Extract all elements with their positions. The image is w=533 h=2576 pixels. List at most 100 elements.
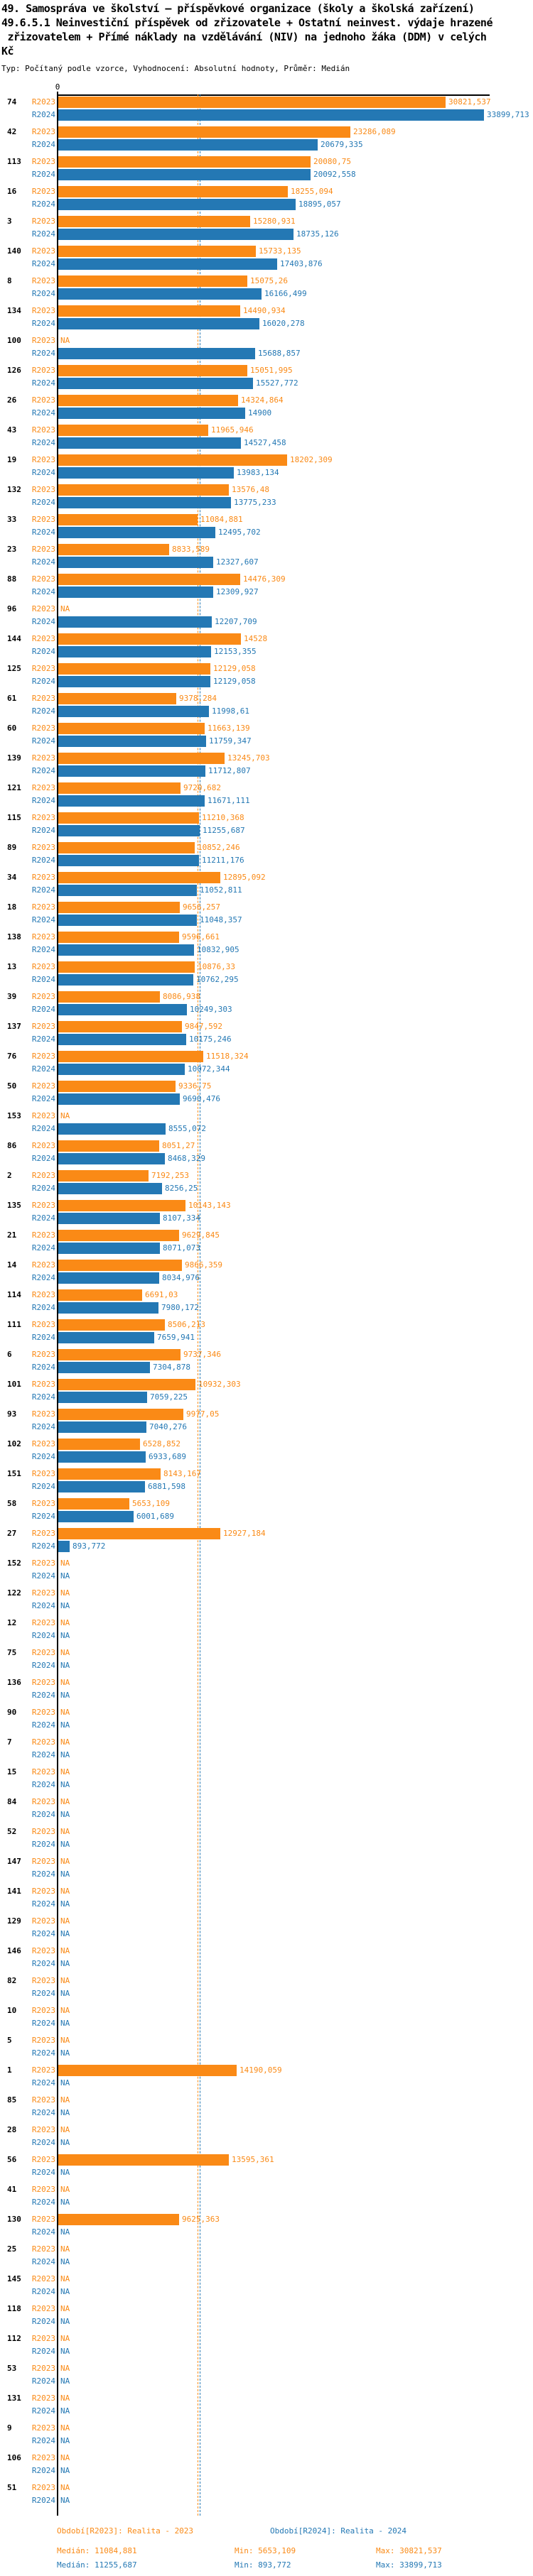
bar-r2024 bbox=[58, 1481, 145, 1492]
value-na-label-r2023: NA bbox=[60, 1737, 70, 1747]
series-label-r2024: R2024 bbox=[31, 2436, 55, 2445]
series-label-r2024: R2024 bbox=[31, 1005, 55, 1014]
bar-value-label-r2024: 18895,057 bbox=[298, 200, 341, 209]
value-na-label-r2023: NA bbox=[60, 1916, 70, 1926]
category-id-label: 141 bbox=[7, 1887, 21, 1896]
series-label-r2024: R2024 bbox=[31, 2347, 55, 2356]
series-label-r2024: R2024 bbox=[31, 2376, 55, 2386]
series-label-r2024: R2024 bbox=[31, 677, 55, 686]
bar-r2023 bbox=[58, 991, 160, 1003]
bar-value-label-r2024: 8034,976 bbox=[162, 1273, 200, 1282]
bar-value-label-r2023: 23286,089 bbox=[353, 127, 396, 136]
bar-value-label-r2024: 7040,276 bbox=[149, 1422, 187, 1431]
bar-r2023 bbox=[58, 961, 195, 973]
category-id-label: 33 bbox=[7, 515, 17, 524]
bar-group-151: 151 R2023 8143,167 R2024 6881,598 bbox=[0, 1466, 533, 1496]
bar-r2023 bbox=[58, 1498, 129, 1510]
bar-r2024 bbox=[58, 1034, 186, 1045]
bar-r2024 bbox=[58, 944, 194, 956]
series-label-r2023: R2023 bbox=[31, 2244, 55, 2254]
bar-value-label-r2024: 10762,295 bbox=[196, 975, 239, 984]
value-na-label-r2024: NA bbox=[60, 2227, 70, 2237]
bar-group-75: 75 R2023 NA R2024 NA bbox=[0, 1645, 533, 1675]
bar-r2024 bbox=[58, 109, 484, 121]
series-label-r2024: R2024 bbox=[31, 2048, 55, 2058]
category-id-label: 8 bbox=[7, 276, 12, 285]
bar-group-53: 53 R2023 NA R2024 NA bbox=[0, 2361, 533, 2391]
category-id-label: 27 bbox=[7, 1529, 17, 1538]
bar-value-label-r2023: 9378,284 bbox=[179, 694, 217, 703]
category-id-label: 28 bbox=[7, 2125, 17, 2134]
series-label-r2024: R2024 bbox=[31, 2496, 55, 2505]
bar-r2024 bbox=[58, 974, 193, 986]
bar-group-16: 16 R2023 18255,094 R2024 18895,057 bbox=[0, 184, 533, 214]
bar-value-label-r2023: 14528 bbox=[244, 634, 268, 643]
bar-value-label-r2023: 14476,309 bbox=[243, 574, 286, 584]
category-id-label: 52 bbox=[7, 1827, 17, 1836]
series-label-r2023: R2023 bbox=[31, 1350, 55, 1359]
bar-value-label-r2024: 13983,134 bbox=[237, 468, 279, 477]
category-id-label: 146 bbox=[7, 1946, 21, 1955]
bar-group-51: 51 R2023 NA R2024 NA bbox=[0, 2480, 533, 2510]
bar-value-label-r2023: 20080,75 bbox=[313, 157, 351, 166]
value-na-label-r2024: NA bbox=[60, 2287, 70, 2296]
bar-value-label-r2023: 12927,184 bbox=[223, 1529, 266, 1538]
series-label-r2024: R2024 bbox=[31, 289, 55, 298]
bar-value-label-r2024: 7304,878 bbox=[153, 1363, 190, 1372]
category-id-label: 61 bbox=[7, 694, 17, 703]
bar-r2023 bbox=[58, 1230, 179, 1241]
bar-r2024 bbox=[58, 616, 212, 628]
bar-value-label-r2024: 8071,073 bbox=[163, 1243, 200, 1252]
bar-r2024 bbox=[58, 1183, 162, 1194]
bar-value-label-r2024: 6881,598 bbox=[148, 1482, 185, 1491]
bar-group-135: 135 R2023 10143,143 R2024 8107,334 bbox=[0, 1198, 533, 1228]
bar-value-label-r2024: 8555,072 bbox=[168, 1124, 206, 1133]
series-label-r2023: R2023 bbox=[31, 724, 55, 733]
category-id-label: 42 bbox=[7, 127, 17, 136]
series-label-r2023: R2023 bbox=[31, 753, 55, 763]
series-label-r2023: R2023 bbox=[31, 2304, 55, 2313]
bar-value-label-r2024: 11052,811 bbox=[200, 885, 242, 895]
legend-median-r2024: Medián: 11255,687 bbox=[57, 2560, 137, 2570]
bar-group-102: 102 R2023 6528,852 R2024 6933,689 bbox=[0, 1436, 533, 1466]
bar-group-115: 115 R2023 11210,368 R2024 11255,687 bbox=[0, 810, 533, 840]
bar-value-label-r2024: 13775,233 bbox=[234, 498, 276, 507]
bar-group-13: 13 R2023 10876,33 R2024 10762,295 bbox=[0, 959, 533, 989]
value-na-label-r2023: NA bbox=[60, 2483, 70, 2492]
bar-r2023 bbox=[58, 126, 350, 138]
bar-r2023 bbox=[58, 842, 195, 853]
bar-group-1: 1 R2023 14190,059 R2024 NA bbox=[0, 2063, 533, 2092]
series-label-r2024: R2024 bbox=[31, 1631, 55, 1640]
category-id-label: 153 bbox=[7, 1111, 21, 1120]
bar-group-90: 90 R2023 NA R2024 NA bbox=[0, 1705, 533, 1735]
bar-r2023 bbox=[58, 514, 198, 525]
bar-r2024 bbox=[58, 736, 206, 747]
series-label-r2024: R2024 bbox=[31, 1303, 55, 1312]
series-label-r2024: R2024 bbox=[31, 1392, 55, 1402]
category-id-label: 112 bbox=[7, 2334, 21, 2343]
bar-r2024 bbox=[58, 1004, 187, 1015]
series-label-r2023: R2023 bbox=[31, 2036, 55, 2045]
series-label-r2024: R2024 bbox=[31, 1661, 55, 1670]
bar-value-label-r2024: 10832,905 bbox=[197, 945, 239, 954]
bar-r2023 bbox=[58, 425, 208, 436]
category-id-label: 122 bbox=[7, 1588, 21, 1598]
bar-value-label-r2024: 20092,558 bbox=[313, 170, 356, 179]
series-label-r2024: R2024 bbox=[31, 1691, 55, 1700]
series-label-r2023: R2023 bbox=[31, 1887, 55, 1896]
value-na-label-r2024: NA bbox=[60, 2019, 70, 2028]
series-label-r2023: R2023 bbox=[31, 1737, 55, 1747]
series-label-r2024: R2024 bbox=[31, 2227, 55, 2237]
bar-r2023 bbox=[58, 246, 256, 257]
category-id-label: 12 bbox=[7, 1618, 17, 1627]
chart-title-line-4: Kč bbox=[1, 45, 14, 58]
bar-group-88: 88 R2023 14476,309 R2024 12309,927 bbox=[0, 572, 533, 601]
series-label-r2024: R2024 bbox=[31, 2198, 55, 2207]
series-label-r2024: R2024 bbox=[31, 2138, 55, 2147]
bar-value-label-r2024: 11048,357 bbox=[200, 915, 242, 924]
bar-value-label-r2023: 9977,05 bbox=[186, 1409, 220, 1419]
series-label-r2024: R2024 bbox=[31, 2466, 55, 2475]
bar-r2024 bbox=[58, 378, 253, 389]
bar-r2024 bbox=[58, 1153, 165, 1164]
